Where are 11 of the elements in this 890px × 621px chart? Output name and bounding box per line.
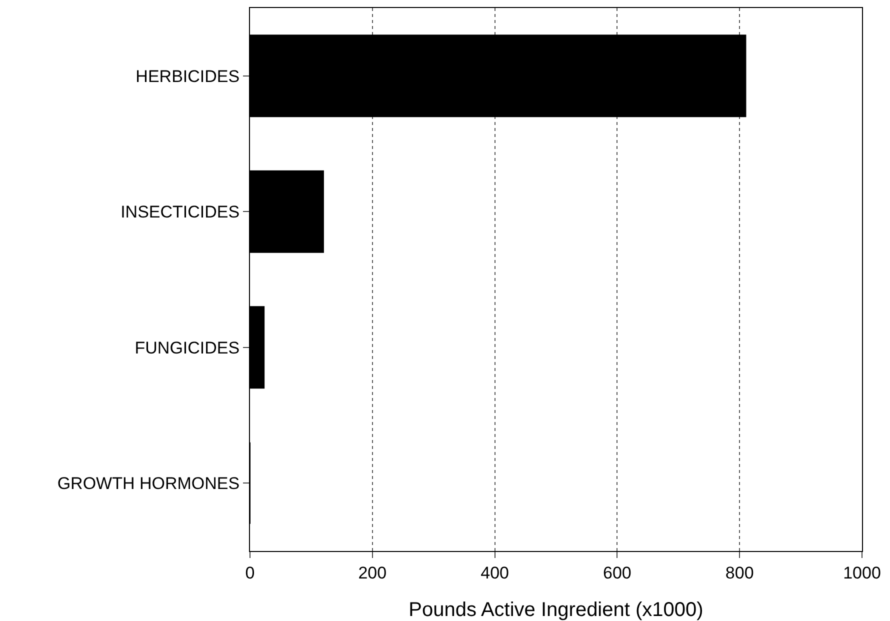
- x-tick-label: 200: [358, 563, 387, 582]
- x-tick-label: 400: [480, 563, 509, 582]
- x-tick-label: 0: [245, 563, 255, 582]
- y-tick-label: INSECTICIDES: [120, 202, 240, 222]
- x-axis-title: Pounds Active Ingredient (x1000): [408, 599, 704, 621]
- x-tick-label: 1000: [843, 563, 881, 582]
- x-tick-label: 600: [603, 563, 632, 582]
- y-tick-label: HERBICIDES: [136, 66, 240, 86]
- y-tick-label: FUNGICIDES: [134, 338, 240, 358]
- y-tick-label: GROWTH HORMONES: [57, 474, 240, 494]
- x-tick-label: 800: [725, 563, 754, 582]
